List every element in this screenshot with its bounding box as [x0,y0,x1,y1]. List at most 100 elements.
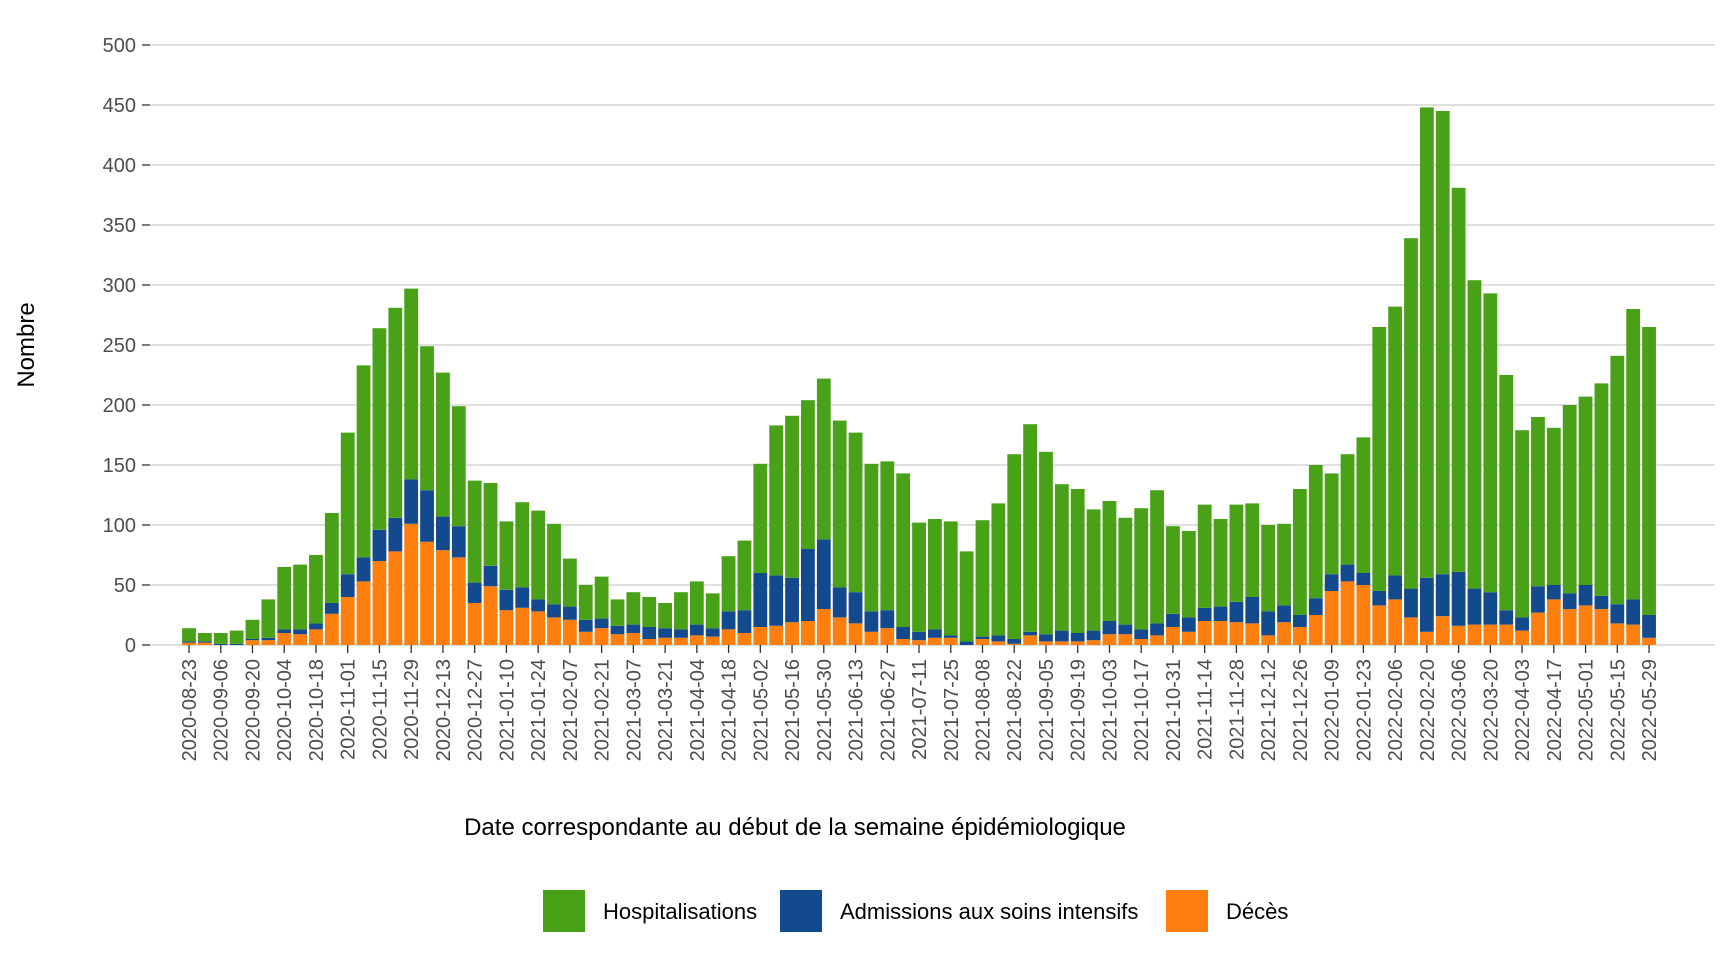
bar-segment-deces [1467,624,1482,645]
bar-segment-deces [880,628,895,645]
x-tick-label: 2022-05-15 [1607,659,1629,761]
bars-layer [182,107,1656,645]
x-tick-label: 2021-01-24 [528,659,550,761]
bar-segment-soins-intensifs [753,573,768,627]
bar-segment-hospitalisations [1277,523,1291,606]
bar-segment-deces [1356,585,1371,645]
y-tick-label: 200 [103,395,136,417]
bar-segment-hospitalisations [515,502,530,588]
bar-segment-hospitalisations [340,432,355,575]
bar-segment-soins-intensifs [1356,573,1371,585]
bar-segment-deces [705,636,720,645]
bar-segment-deces [1515,630,1529,645]
x-tick-label: 2021-01-10 [496,659,518,761]
bar-segment-soins-intensifs [959,641,974,645]
legend: Hospitalisations Admissions aux soins int… [543,890,1288,932]
bar-segment-soins-intensifs [1213,606,1228,621]
bar-segment-soins-intensifs [1626,599,1641,625]
bar-segment-soins-intensifs [277,629,292,633]
legend-label: Décès [1226,899,1288,924]
bar-segment-soins-intensifs [340,574,355,597]
bar-segment-soins-intensifs [1102,621,1117,635]
x-tick-label: 2020-11-29 [401,659,423,760]
bar-segment-deces [658,637,672,645]
bar-segment-deces [451,557,466,645]
bar-segment-deces [1546,599,1561,645]
bar-segment-hospitalisations [229,630,244,644]
x-tick-label: 2021-12-12 [1258,659,1280,761]
bar-segment-deces [1166,627,1180,645]
y-tick-label: 300 [103,275,136,297]
bar-segment-soins-intensifs [229,643,244,645]
bar-segment-hospitalisations [1118,517,1133,625]
bar-segment-soins-intensifs [197,641,212,643]
bar-segment-hospitalisations [1197,504,1212,608]
bar-segment-deces [324,613,339,645]
bar-segment-hospitalisations [277,567,292,630]
bar-segment-hospitalisations [499,521,514,590]
bar-segment-hospitalisations [912,522,926,632]
bar-segment-soins-intensifs [1245,597,1260,624]
x-tick-label: 2020-10-18 [306,659,328,761]
x-tick-label: 2022-02-20 [1417,659,1439,761]
bar-segment-hospitalisations [674,592,688,630]
bar-segment-hospitalisations [182,628,196,642]
bar-segment-deces [340,597,355,645]
bar-segment-hospitalisations [1324,473,1339,575]
legend-swatch [1166,890,1208,932]
bar-segment-deces [309,629,323,645]
bar-segment-deces [927,637,942,645]
bar-segment-deces [1229,622,1244,645]
x-tick-label: 2022-01-23 [1353,659,1375,761]
bar-segment-hospitalisations [1070,489,1085,633]
bar-segment-hospitalisations [1499,375,1514,611]
bar-segment-deces [197,642,212,645]
bar-segment-soins-intensifs [1039,634,1053,642]
bar-segment-soins-intensifs [1054,630,1069,642]
bar-segment-soins-intensifs [1023,631,1038,636]
x-tick-label: 2021-08-22 [1004,659,1026,761]
bar-segment-deces [1007,643,1022,645]
x-tick-label: 2020-09-06 [211,659,233,761]
bar-segment-soins-intensifs [626,624,641,633]
bar-segment-deces [1181,631,1196,645]
bar-segment-soins-intensifs [864,611,879,632]
bar-segment-hospitalisations [1372,327,1387,591]
bar-segment-deces [1626,624,1641,645]
bar-segment-soins-intensifs [848,592,863,624]
x-tick-label: 2022-02-06 [1385,659,1407,761]
bar-segment-soins-intensifs [436,516,450,551]
x-tick-label: 2021-11-28 [1226,659,1248,760]
legend-item: Décès [1166,890,1288,932]
bar-segment-soins-intensifs [1404,588,1418,618]
bar-segment-soins-intensifs [515,587,530,608]
bar-segment-hospitalisations [1054,484,1069,631]
bar-segment-hospitalisations [531,510,546,600]
y-tick-label: 150 [103,455,136,477]
x-tick-label: 2021-07-11 [909,659,931,760]
bar-segment-deces [721,629,736,645]
bar-segment-deces [261,640,276,645]
bar-segment-deces [499,610,514,645]
bar-segment-soins-intensifs [1197,607,1212,621]
bar-segment-soins-intensifs [832,587,847,618]
bar-segment-hospitalisations [896,473,911,627]
bar-segment-deces [467,603,482,645]
bar-segment-soins-intensifs [1610,604,1625,624]
bar-segment-hospitalisations [1229,504,1244,602]
bar-segment-deces [1039,641,1053,645]
bar-segment-soins-intensifs [467,582,482,603]
bar-segment-deces [626,633,641,645]
bar-segment-hospitalisations [1293,489,1307,615]
bar-segment-soins-intensifs [991,635,1006,642]
bar-segment-soins-intensifs [182,641,196,643]
y-tick-label: 0 [125,635,136,657]
bar-segment-hospitalisations [1261,525,1276,612]
bar-segment-deces [1324,591,1339,645]
bar-segment-soins-intensifs [531,599,546,612]
bar-segment-deces [1277,622,1291,645]
bar-segment-soins-intensifs [658,628,672,638]
bar-segment-deces [1562,609,1577,645]
bar-segment-hospitalisations [1102,501,1117,621]
